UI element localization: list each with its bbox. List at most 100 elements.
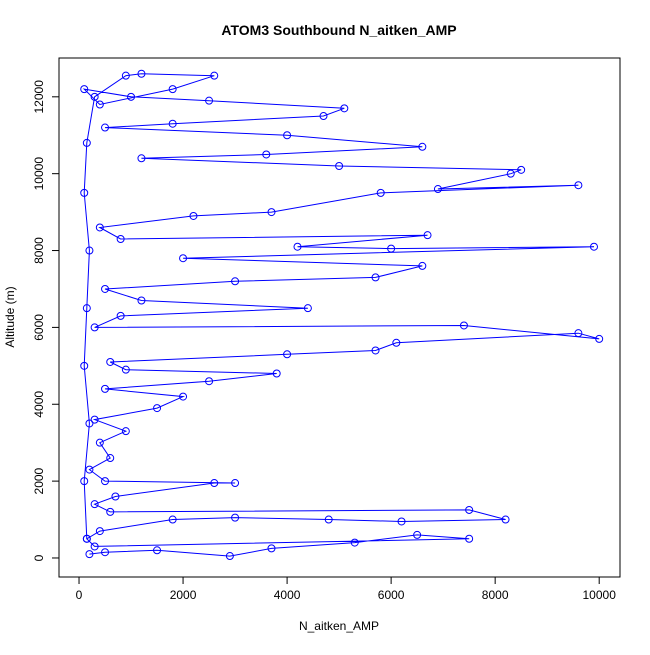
y-tick-label: 0 [32,554,46,561]
data-point [101,477,110,486]
data-point [283,350,292,359]
data-point [283,131,292,140]
data-point [116,235,125,244]
data-point [168,85,177,94]
data-point [465,505,474,514]
chart-title: ATOM3 Southbound N_aitken_AMP [221,22,456,38]
data-point [433,185,442,194]
y-tick-label: 2000 [32,467,46,494]
data-point [189,211,198,220]
data-point [95,223,104,232]
data-point [116,311,125,320]
data-point [517,165,526,174]
data-point [85,419,94,428]
data-point [210,71,219,80]
data-point [80,477,89,486]
data-point [82,534,91,543]
data-point [371,273,380,282]
data-point [392,338,401,347]
data-point [90,542,99,551]
data-point [80,188,89,197]
data-point [335,161,344,170]
data-point [121,71,130,80]
data-point [153,404,162,413]
data-point [231,479,240,488]
data-point [101,284,110,293]
data-point [231,513,240,522]
data-point [137,69,146,78]
data-point [595,334,604,343]
data-point [501,515,510,524]
data-point [205,96,214,105]
data-point [397,517,406,526]
data-point [418,261,427,270]
data-point [111,492,120,501]
data-point [121,427,130,436]
data-point [210,479,219,488]
data-point [303,304,312,313]
y-tick-label: 4000 [32,391,46,418]
y-tick-label: 10000 [32,157,46,191]
data-point [413,530,422,539]
data-point [85,550,94,559]
data-point [95,100,104,109]
data-point [101,384,110,393]
x-tick-label: 8000 [482,588,509,602]
data-point [168,515,177,524]
x-axis-label: N_aitken_AMP [299,619,379,633]
data-point [85,246,94,255]
data-point [90,92,99,101]
data-point [95,438,104,447]
data-point [205,377,214,386]
data-point [376,188,385,197]
data-point [121,365,130,374]
data-point [589,242,598,251]
data-point [324,515,333,524]
data-point [106,454,115,463]
data-point [90,415,99,424]
data-point [231,277,240,286]
data-point [179,254,188,263]
data-point [418,142,427,151]
data-point [262,150,271,159]
data-point [153,546,162,555]
data-point [459,321,468,330]
data-point [101,548,110,557]
data-point [267,208,276,217]
y-tick-label: 12000 [32,80,46,114]
data-point [423,231,432,240]
data-point [127,92,136,101]
data-point [101,123,110,132]
data-point [506,169,515,178]
x-tick-label: 4000 [274,588,301,602]
data-point [293,242,302,251]
y-tick-label: 6000 [32,314,46,341]
x-tick-label: 2000 [170,588,197,602]
data-point [90,500,99,509]
data-point [80,85,89,94]
data-point [319,112,328,121]
data-point [574,329,583,338]
data-point [106,507,115,516]
data-point [574,181,583,190]
data-point [80,361,89,370]
data-point [179,392,188,401]
data-point [350,538,359,547]
data-point [272,369,281,378]
x-tick-label: 6000 [378,588,405,602]
data-line [82,73,600,557]
data-point [267,544,276,553]
data-point [82,138,91,147]
data-point [137,154,146,163]
data-point [95,527,104,536]
y-axis-label: Altitude (m) [3,286,17,347]
data-point [168,119,177,128]
data-point [371,346,380,355]
data-point [82,304,91,313]
x-tick-label: 0 [76,588,83,602]
y-tick-label: 8000 [32,237,46,264]
data-point [90,323,99,332]
data-point [465,534,474,543]
